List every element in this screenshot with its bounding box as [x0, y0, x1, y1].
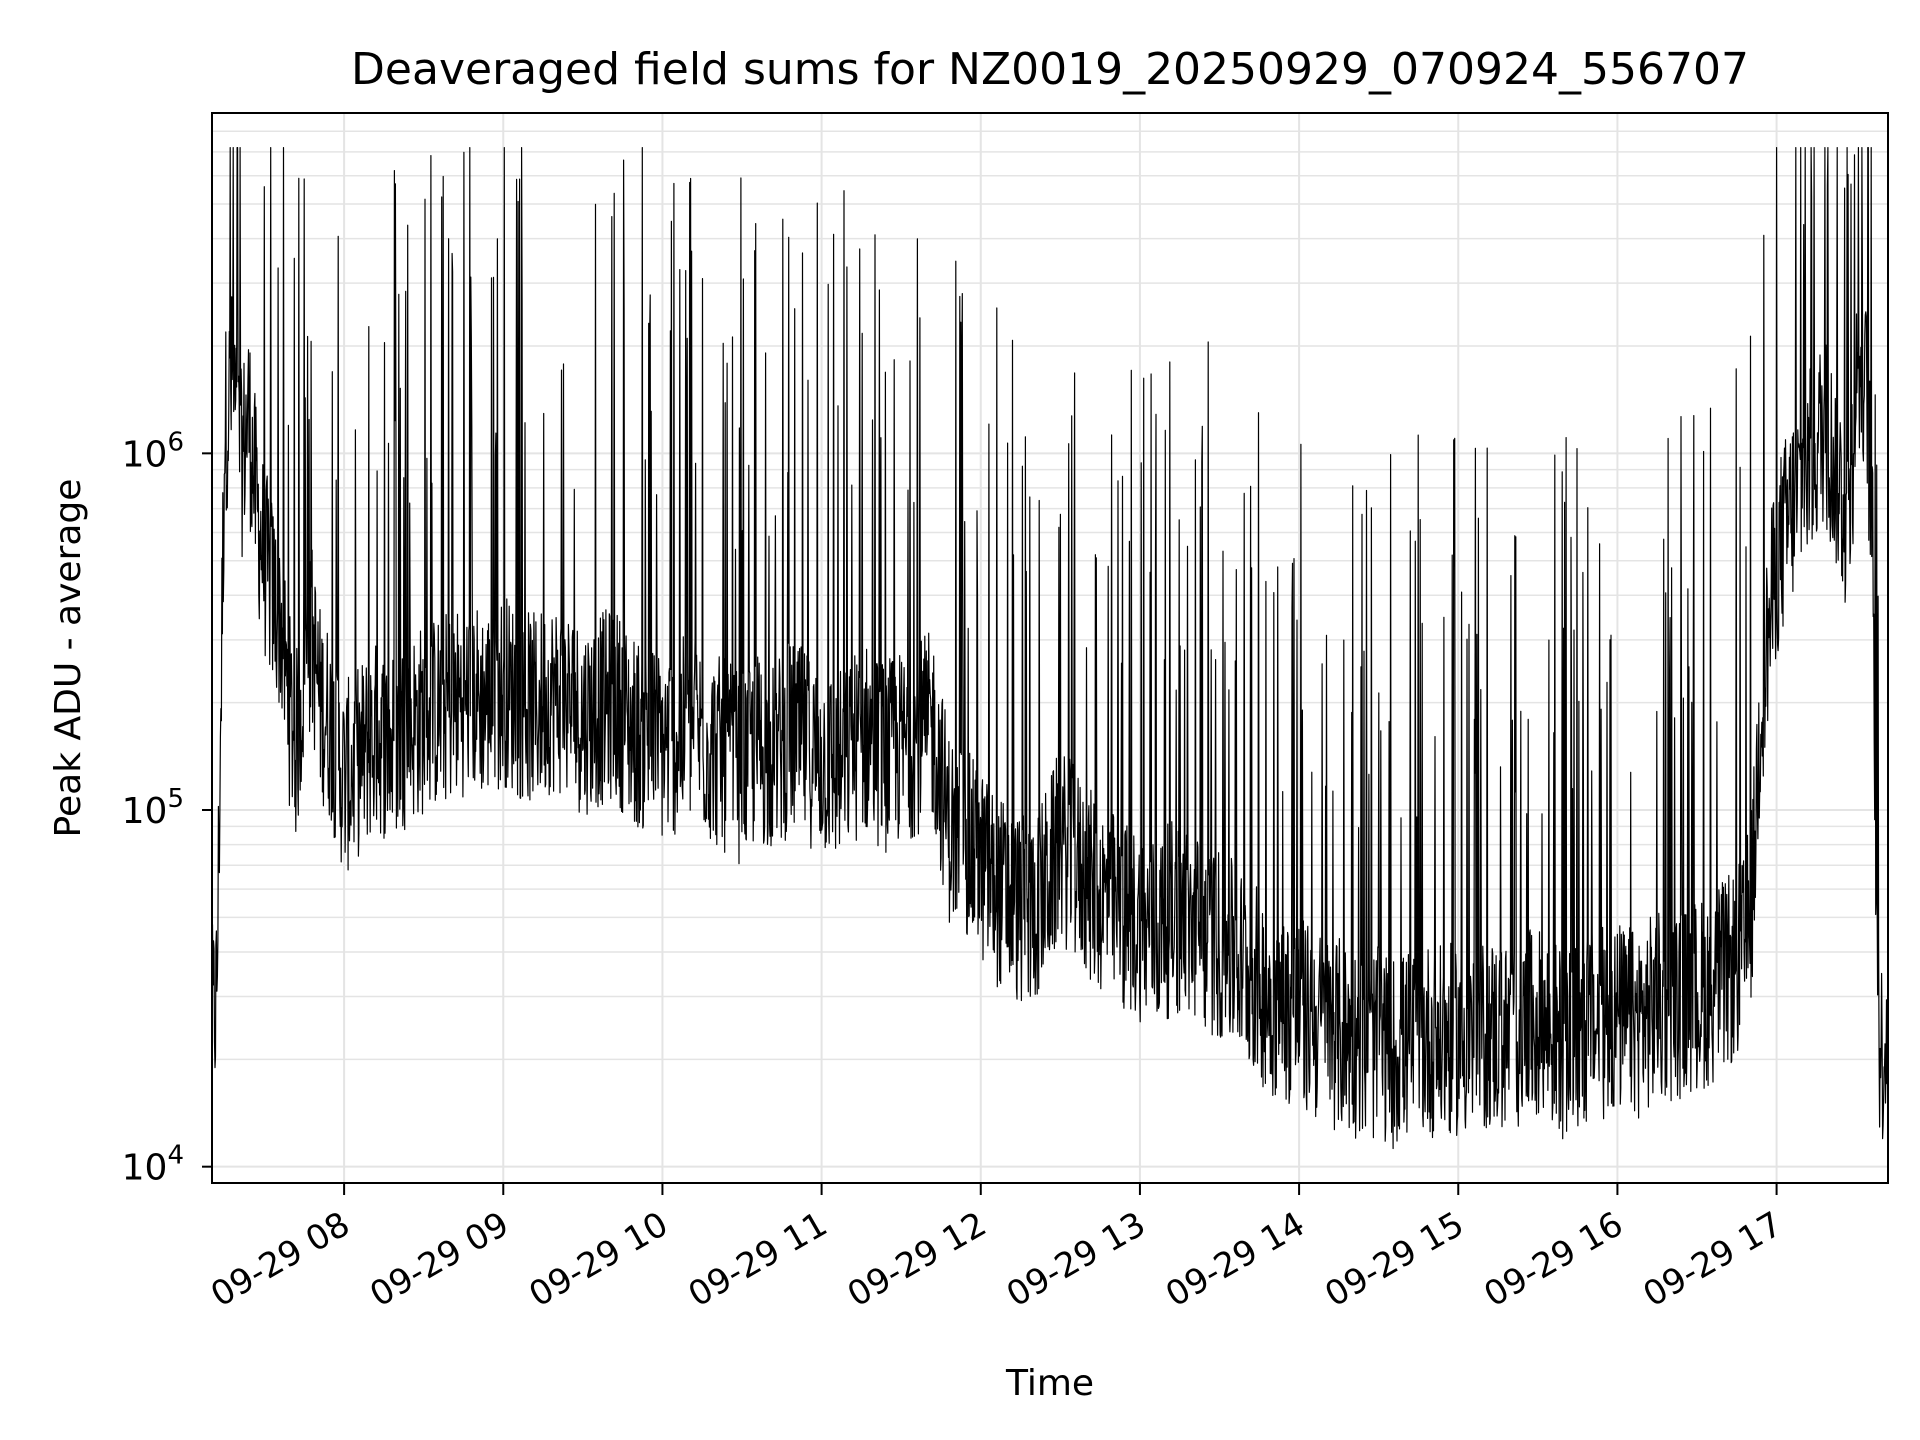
series-layer — [211, 147, 1889, 1150]
y-axis: 104 105 106 — [122, 427, 212, 1189]
y-tick-label: 106 — [122, 427, 184, 475]
plot-frame — [211, 112, 1889, 1184]
chart-title: Deaveraged field sums for NZ0019_2025092… — [351, 44, 1749, 95]
y-tick-label: 105 — [122, 784, 184, 832]
y-axis-label: Peak ADU - average — [48, 479, 89, 838]
y-tick-label: 104 — [122, 1141, 184, 1189]
x-axis-label: Time — [1005, 1363, 1094, 1404]
series-line — [211, 147, 1889, 1150]
